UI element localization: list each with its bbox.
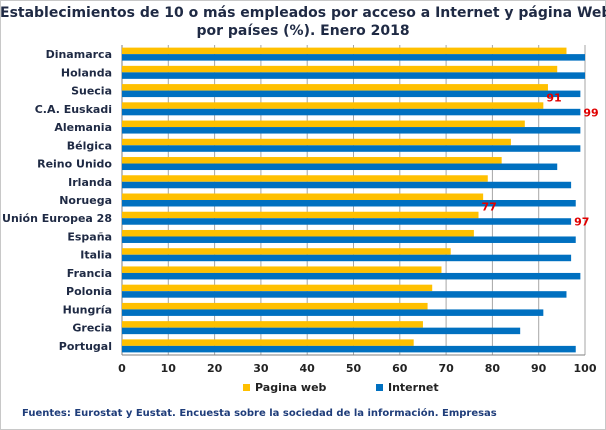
legend-swatch-internet [376, 384, 383, 391]
bar-pagina-web-union-europea-28 [122, 211, 479, 219]
bar-internet-irlanda [122, 181, 572, 189]
bar-internet-portugal [122, 345, 576, 353]
bar-internet-suecia [122, 90, 581, 98]
category-label-dinamarca: Dinamarca [46, 48, 112, 61]
category-label-hungria: Hungría [63, 303, 112, 316]
bar-internet-grecia [122, 327, 521, 335]
x-tick-label-90: 90 [531, 362, 547, 375]
category-label-suecia: Suecia [71, 85, 112, 98]
bar-internet-holanda [122, 72, 585, 79]
chart-title: Establecimientos de 10 o más empleados p… [0, 4, 606, 40]
x-tick-label-40: 40 [300, 362, 316, 375]
data-label-internet-c-a-euskadi: 99 [583, 106, 598, 119]
bar-pagina-web-noruega [122, 193, 484, 200]
category-label-polonia: Polonia [66, 285, 112, 298]
source-note: Fuentes: Eurostat y Eustat. Encuesta sob… [22, 408, 497, 419]
category-label-holanda: Holanda [61, 66, 112, 79]
data-label-pagina-web-union-europea-28: 77 [482, 201, 497, 214]
bar-pagina-web-polonia [122, 284, 433, 292]
bar-internet-espana [122, 236, 576, 243]
category-label-italia: Italia [80, 249, 112, 262]
x-tick-label-50: 50 [346, 362, 362, 375]
bar-pagina-web-irlanda [122, 175, 488, 182]
category-label-portugal: Portugal [59, 340, 112, 353]
category-label-belgica: Bélgica [67, 139, 112, 152]
category-label-grecia: Grecia [72, 322, 112, 335]
category-label-c-a-euskadi: C.A. Euskadi [35, 103, 112, 116]
x-tick-label-70: 70 [438, 362, 454, 375]
bar-pagina-web-italia [122, 248, 451, 255]
category-labels: Dinamarca Holanda Suecia C.A. Euskadi Aleman… [2, 48, 112, 353]
bar-pagina-web-reino-unido [122, 157, 502, 164]
bar-pagina-web-grecia [122, 321, 423, 328]
bar-pagina-web-suecia [122, 84, 548, 91]
bar-pagina-web-belgica [122, 138, 511, 146]
bar-pagina-web-portugal [122, 339, 414, 346]
bar-internet-italia [122, 254, 572, 262]
category-label-espana: España [67, 230, 112, 243]
bar-internet-dinamarca [122, 54, 585, 61]
category-label-union-europea-28: Unión Europea 28 [2, 212, 112, 225]
x-tick-label-0: 0 [118, 362, 126, 375]
bar-pagina-web-francia [122, 266, 442, 273]
bar-internet-francia [122, 272, 581, 280]
data-label-pagina-web-c-a-euskadi: 91 [546, 91, 561, 104]
bar-pagina-web-holanda [122, 65, 558, 73]
x-tick-label-10: 10 [161, 362, 177, 375]
x-tick-label-20: 20 [207, 362, 223, 375]
x-tick-label-80: 80 [485, 362, 501, 375]
bar-pagina-web-hungria [122, 302, 428, 310]
x-tick-label-30: 30 [253, 362, 269, 375]
bar-internet-reino-unido [122, 163, 558, 171]
bar-pagina-web-espana [122, 229, 474, 237]
bar-internet-hungria [122, 309, 544, 316]
bar-internet-c-a-euskadi [122, 108, 581, 116]
category-label-alemania: Alemania [54, 121, 112, 134]
category-label-reino-unido: Reino Unido [37, 158, 112, 171]
bar-internet-alemania [122, 127, 581, 134]
category-label-noruega: Noruega [59, 194, 112, 207]
data-label-internet-union-europea-28: 97 [574, 216, 589, 229]
bars [122, 47, 585, 353]
bar-pagina-web-c-a-euskadi [122, 102, 544, 109]
legend-item-internet: Internet [376, 381, 439, 394]
bar-internet-noruega [122, 200, 576, 207]
bar-pagina-web-dinamarca [122, 47, 567, 55]
chart-title-line-2: por países (%). Enero 2018 [196, 23, 410, 39]
chart-title-line-1: Establecimientos de 10 o más empleados p… [0, 5, 606, 21]
legend-item-pagina-web: Pagina web [243, 381, 326, 394]
legend-label-internet: Internet [388, 381, 439, 394]
legend-label-pagina-web: Pagina web [255, 381, 327, 394]
legend-swatch-pagina-web [243, 384, 250, 391]
bar-pagina-web-alemania [122, 120, 525, 128]
x-tick-labels: 0 10 20 30 40 50 60 70 80 90 100 [118, 362, 597, 375]
bar-internet-belgica [122, 145, 581, 152]
category-label-francia: Francia [67, 267, 112, 280]
bar-internet-union-europea-28 [122, 218, 572, 225]
x-tick-label-60: 60 [392, 362, 408, 375]
category-label-irlanda: Irlanda [68, 176, 112, 189]
data-labels: 91 99 77 97 [482, 91, 599, 228]
bar-internet-polonia [122, 291, 567, 298]
x-tick-label-100: 100 [574, 362, 597, 375]
